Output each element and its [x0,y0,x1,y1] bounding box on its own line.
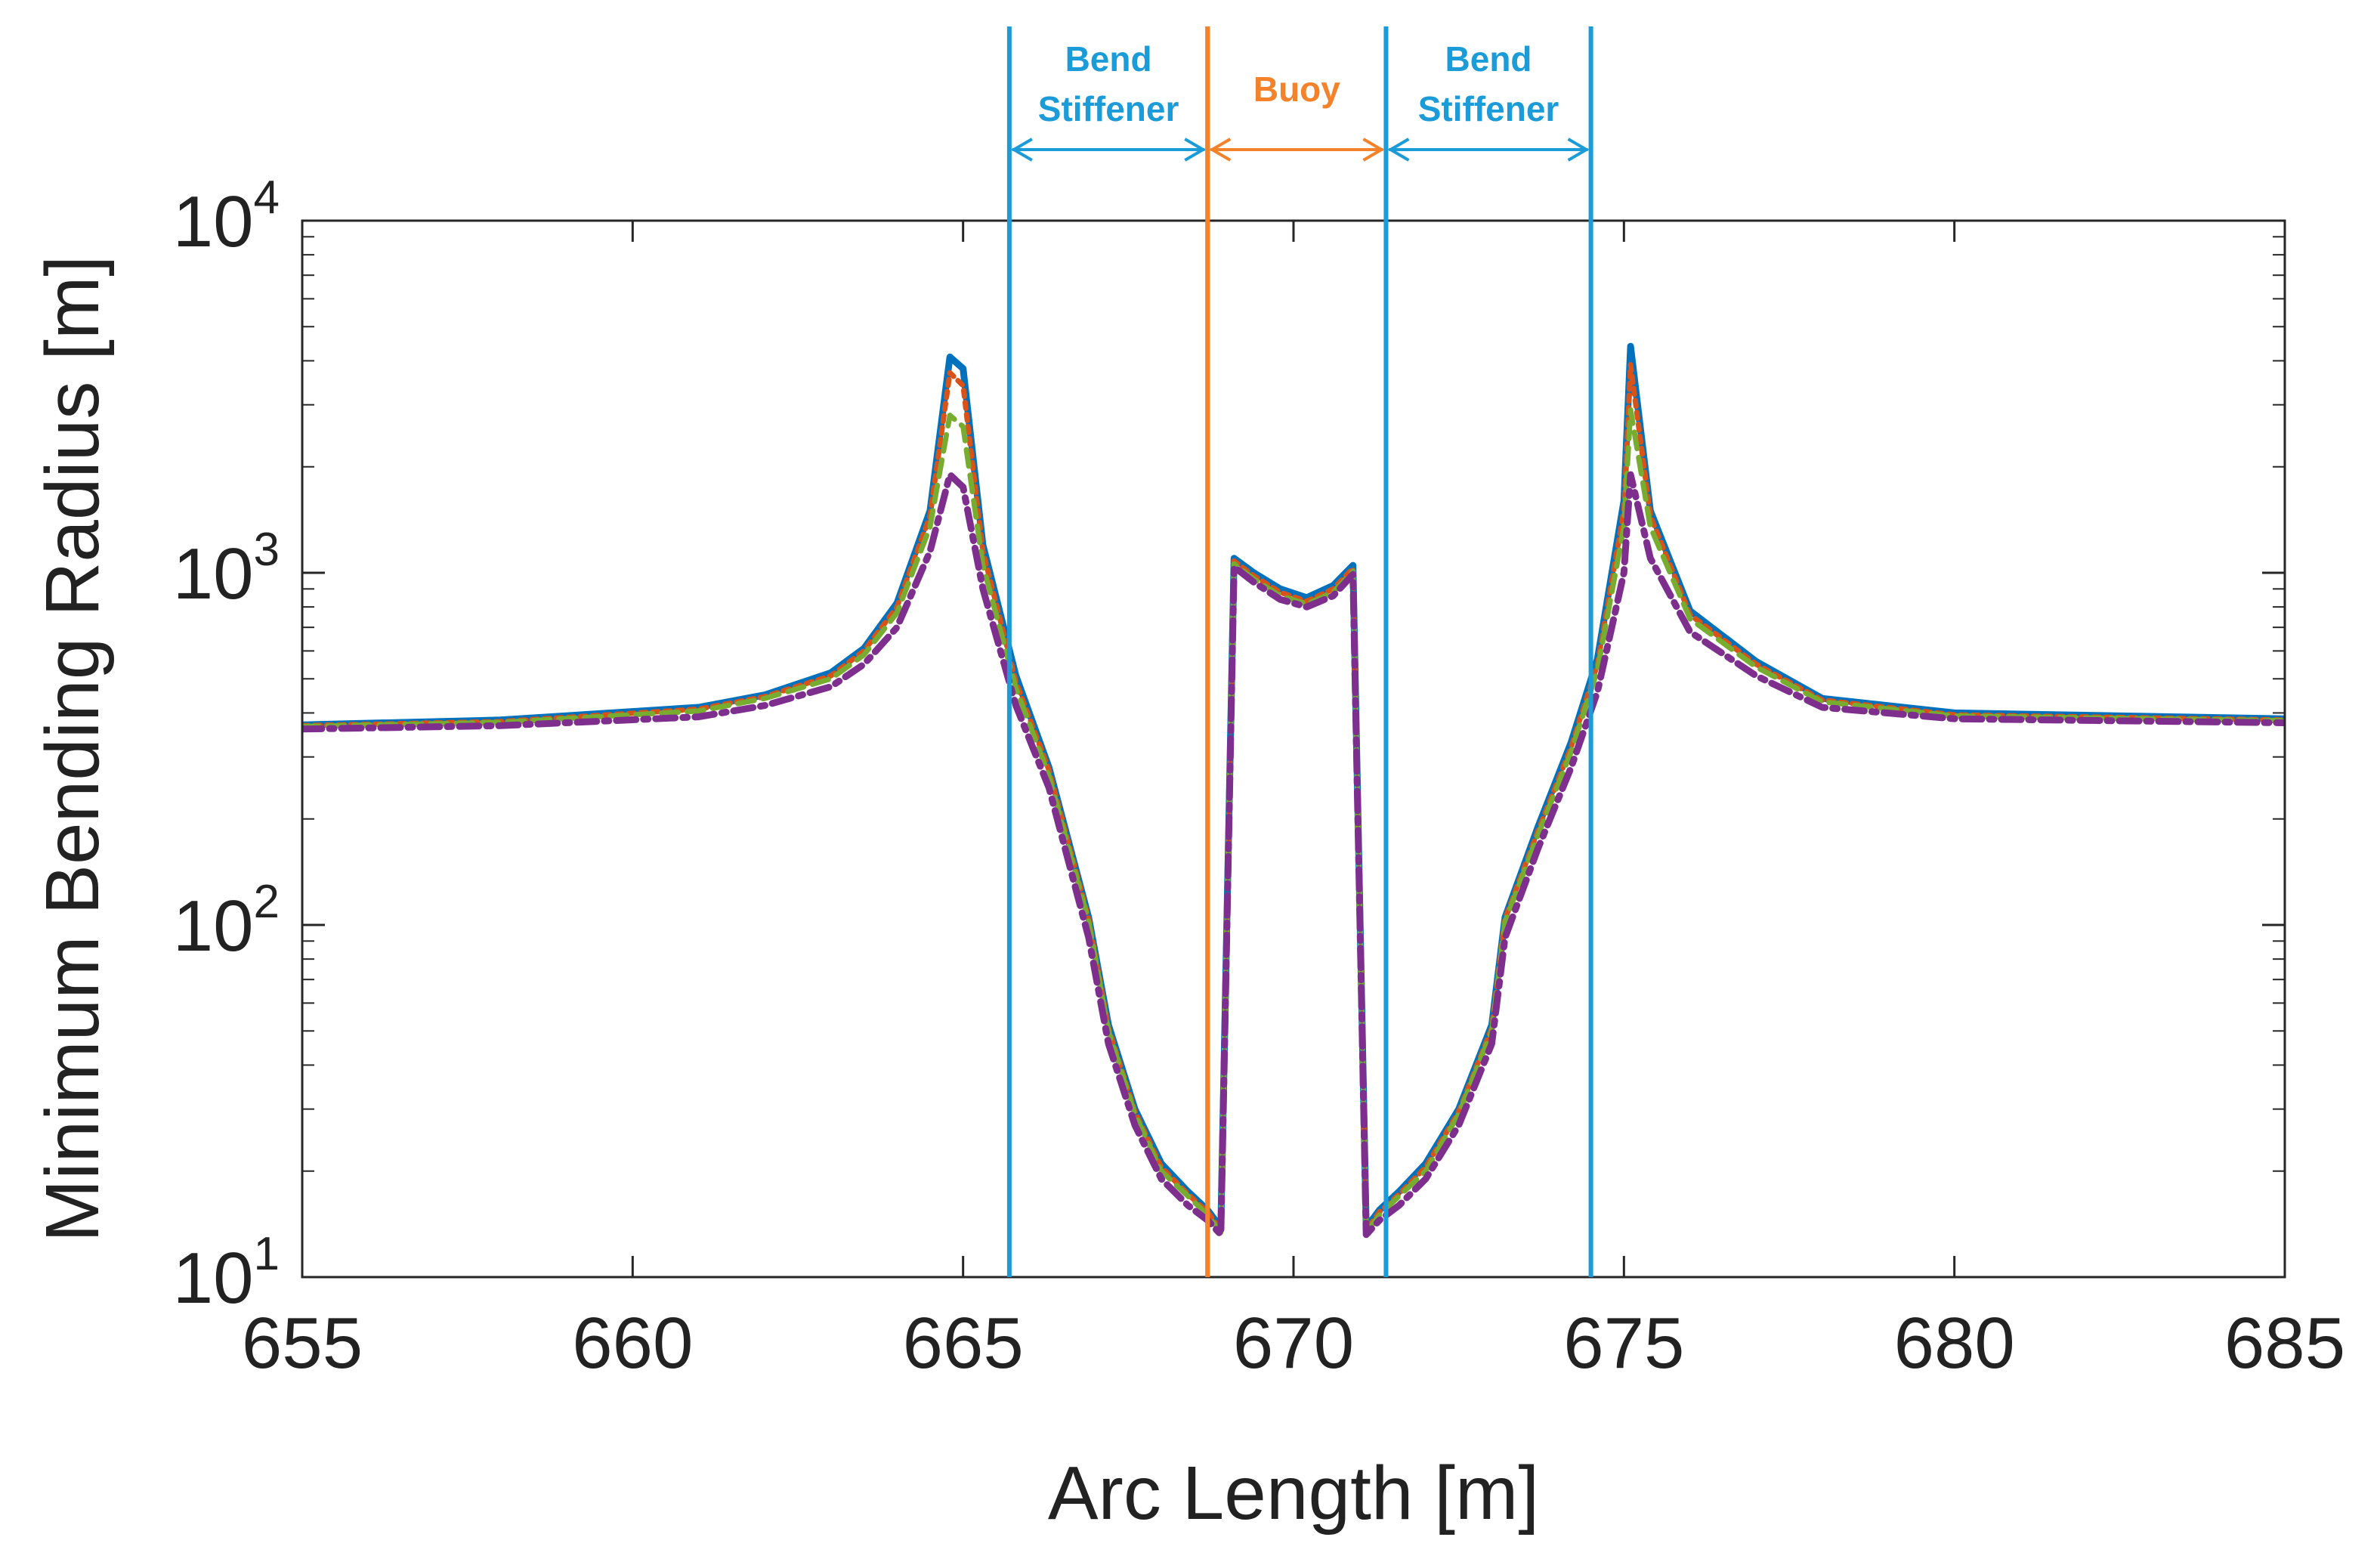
y-axis-title: Minimum Bending Radius [m] [30,255,115,1242]
plot-area [302,221,2285,1277]
x-tick-label: 660 [572,1303,693,1384]
region-label: Bend [1445,39,1532,79]
x-tick-label: 680 [1894,1303,2015,1384]
y-tick-label: 103 [173,524,280,614]
x-tick-label: 685 [2224,1303,2345,1384]
region-arrow-head-left [1209,138,1232,162]
region-label: Bend [1065,39,1152,79]
region-arrow-head-right [1567,138,1590,162]
region-label: Stiffener [1418,89,1559,128]
x-axis-title: Arc Length [m] [1048,1451,1539,1536]
region-arrow-head-right [1184,138,1207,162]
region-label: Stiffener [1038,89,1179,128]
x-tick-label: 670 [1233,1303,1354,1384]
series-line-series-3 [302,407,2285,1236]
y-tick-label: 101 [173,1228,280,1319]
series-line-series-4 [302,471,2285,1239]
y-tick-label: 104 [173,172,280,262]
region-arrow-head-right [1362,138,1385,162]
region-arrow-head-left [1010,138,1033,162]
y-tick-label: 102 [173,876,280,967]
x-tick-label: 655 [242,1303,363,1384]
x-tick-label: 675 [1563,1303,1684,1384]
region-label: Buoy [1253,70,1340,109]
x-tick-label: 665 [903,1303,1024,1384]
region-arrow-head-left [1387,138,1410,162]
